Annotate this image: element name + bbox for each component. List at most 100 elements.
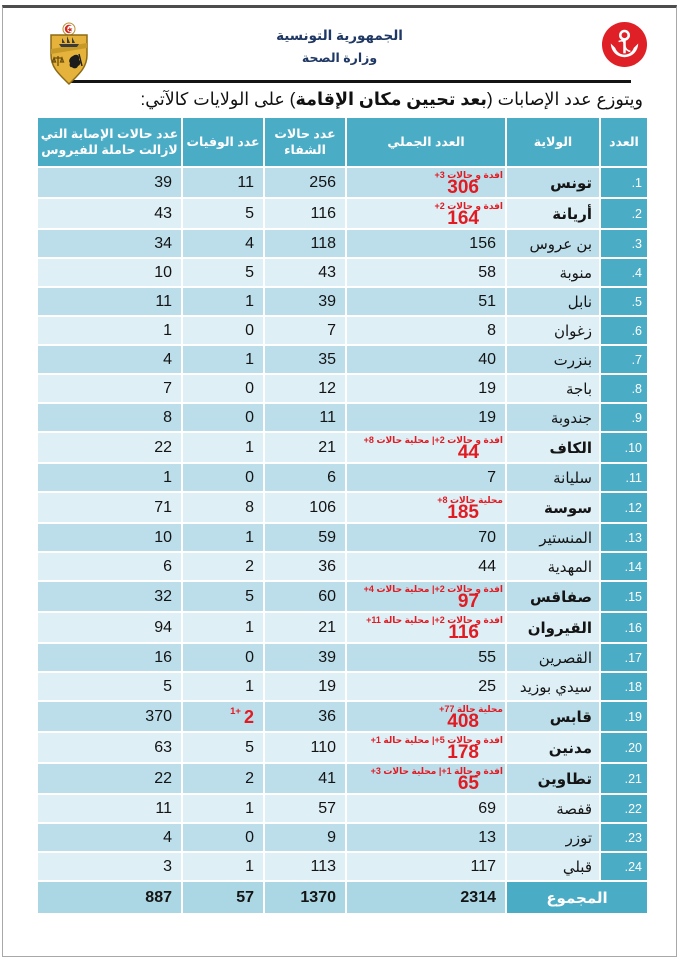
governorate-name-cell: سيدي بوزيد [507, 673, 599, 700]
total-cases-value: 116 [448, 622, 479, 643]
table-row: .6 زغوان 8 7 0 1 [38, 317, 647, 344]
deaths-cell: 8 [183, 493, 263, 522]
row-number: .18 [624, 679, 642, 694]
deaths-cell: 5 [183, 733, 263, 762]
row-number-cell: .4 [601, 259, 647, 286]
row-number: .5 [631, 294, 642, 309]
row-number-cell: .10 [601, 433, 647, 462]
governorate-name-cell: نابل [507, 288, 599, 315]
letterhead: الجمهورية التونسية وزارة الصحة [3, 8, 676, 86]
recovered-cell: 41 [265, 764, 345, 793]
row-number-cell: .3 [601, 230, 647, 257]
total-cases-value: 44 [457, 442, 479, 463]
active-cases-cell: 32 [38, 582, 181, 611]
org-header: الجمهورية التونسية وزارة الصحة [3, 28, 676, 65]
active-cases-cell: 3 [38, 853, 181, 880]
table-row: .21 تطاوين +3‎ ‎حالات‎ ‎محلية‎ ‎|+1‎ ‎حا… [38, 764, 647, 793]
deaths-cell: 0 [183, 375, 263, 402]
governorate-name-cell: أريانة [507, 199, 599, 228]
active-cases-cell: 63 [38, 733, 181, 762]
recovered-cell: 57 [265, 795, 345, 822]
deaths-cell: 1 [183, 795, 263, 822]
table-header-row: العدد الولاية العدد الجملي عدد حالات الش… [38, 118, 647, 166]
governorate-name-cell: قفصة [507, 795, 599, 822]
row-number-cell: .2 [601, 199, 647, 228]
governorate-name-cell: قابس [507, 702, 599, 731]
table-row: .14 المهدية 44 36 2 6 [38, 553, 647, 580]
col-header-deaths: عدد الوفيات [183, 118, 263, 166]
row-number: .7 [631, 352, 642, 367]
row-number: .16 [624, 620, 642, 635]
ministry-of-health-logo-icon [601, 21, 648, 73]
recovered-cell: 106 [265, 493, 345, 522]
active-cases-cell: 5 [38, 673, 181, 700]
table-row: .3 بن عروس 156 118 4 34 [38, 230, 647, 257]
deaths-cell: 5 [183, 582, 263, 611]
deaths-cell: 4 [183, 230, 263, 257]
total-cases-value: 164 [447, 208, 479, 229]
row-number: .3 [631, 236, 642, 251]
row-number-cell: .5 [601, 288, 647, 315]
active-cases-cell: 7 [38, 375, 181, 402]
table-row: .4 منوبة 58 43 5 10 [38, 259, 647, 286]
recovered-cell: 60 [265, 582, 345, 611]
col-header-active: عدد حالات الإصابة التي لازالت حاملة للفي… [38, 118, 181, 166]
active-cases-cell: 94 [38, 613, 181, 642]
governorate-name-cell: صفاقس [507, 582, 599, 611]
total-cases-cell: +8‎ ‎حالات‎ ‎محلية‎ ‎|+2‎ ‎حالات‎ ‎و‎ ‎ا… [347, 433, 505, 462]
active-cases-cell: 4 [38, 346, 181, 373]
total-active-sum: 887 [38, 882, 181, 913]
deaths-cell: 1 [183, 673, 263, 700]
case-annotation: +3‎ ‎حالات‎ ‎و‎ ‎افدة [434, 170, 503, 180]
table-row: .11 سليانة 7 6 0 1 [38, 464, 647, 491]
row-number: .24 [624, 859, 642, 874]
recovered-cell: 59 [265, 524, 345, 551]
total-cases-cell: 55 [347, 644, 505, 671]
row-number-cell: .22 [601, 795, 647, 822]
row-number-cell: .19 [601, 702, 647, 731]
row-number: .2 [631, 206, 642, 221]
col-header-total: العدد الجملي [347, 118, 505, 166]
case-annotation: +8‎ ‎حالات‎ ‎محلية [437, 495, 503, 505]
table-row: .7 بنزرت 40 35 1 4 [38, 346, 647, 373]
active-cases-cell: 16 [38, 644, 181, 671]
total-cases-cell: +8‎ ‎حالات‎ ‎محلية 185 [347, 493, 505, 522]
deaths-cell: 5 [183, 259, 263, 286]
governorate-name-cell: سوسة [507, 493, 599, 522]
total-deaths-sum: 57 [183, 882, 263, 913]
table-row: .23 توزر 13 9 0 4 [38, 824, 647, 851]
governorate-name-cell: المنستير [507, 524, 599, 551]
active-cases-cell: 1 [38, 317, 181, 344]
governorate-name-cell: المهدية [507, 553, 599, 580]
row-number-cell: .14 [601, 553, 647, 580]
recovered-cell: 7 [265, 317, 345, 344]
total-cases-cell: 51 [347, 288, 505, 315]
recovered-cell: 21 [265, 613, 345, 642]
total-cases-cell: 19 [347, 375, 505, 402]
row-number-cell: .9 [601, 404, 647, 431]
recovered-cell: 36 [265, 553, 345, 580]
col-header-recovered: عدد حالات الشفاء [265, 118, 345, 166]
recovered-cell: 256 [265, 168, 345, 197]
table-row: .13 المنستير 70 59 1 10 [38, 524, 647, 551]
total-cases-cell: +11‎ ‎حالة‎ ‎محلية‎ ‎|+2‎ ‎حالات‎ ‎و‎ ‎ا… [347, 613, 505, 642]
row-number-cell: .17 [601, 644, 647, 671]
active-cases-cell: 11 [38, 288, 181, 315]
row-number-cell: .15 [601, 582, 647, 611]
active-cases-cell: 6 [38, 553, 181, 580]
governorate-name-cell: بن عروس [507, 230, 599, 257]
deaths-cell: 1 [183, 853, 263, 880]
row-number: .4 [631, 265, 642, 280]
row-number-cell: .8 [601, 375, 647, 402]
total-cases-cell: 8 [347, 317, 505, 344]
deaths-cell: 0 [183, 317, 263, 344]
row-number-cell: .18 [601, 673, 647, 700]
case-annotation: +11‎ ‎حالة‎ ‎محلية‎ ‎|+2‎ ‎حالات‎ ‎و‎ ‎ا… [366, 615, 503, 625]
recovered-cell: 21 [265, 433, 345, 462]
row-number: .13 [624, 530, 642, 545]
col-header-governorate: الولاية [507, 118, 599, 166]
row-number-cell: .1 [601, 168, 647, 197]
republic-title: الجمهورية التونسية [276, 28, 403, 43]
deaths-cell: 11 [183, 168, 263, 197]
title-bold-text: بعد تحيين مكان الإقامة [295, 89, 487, 109]
